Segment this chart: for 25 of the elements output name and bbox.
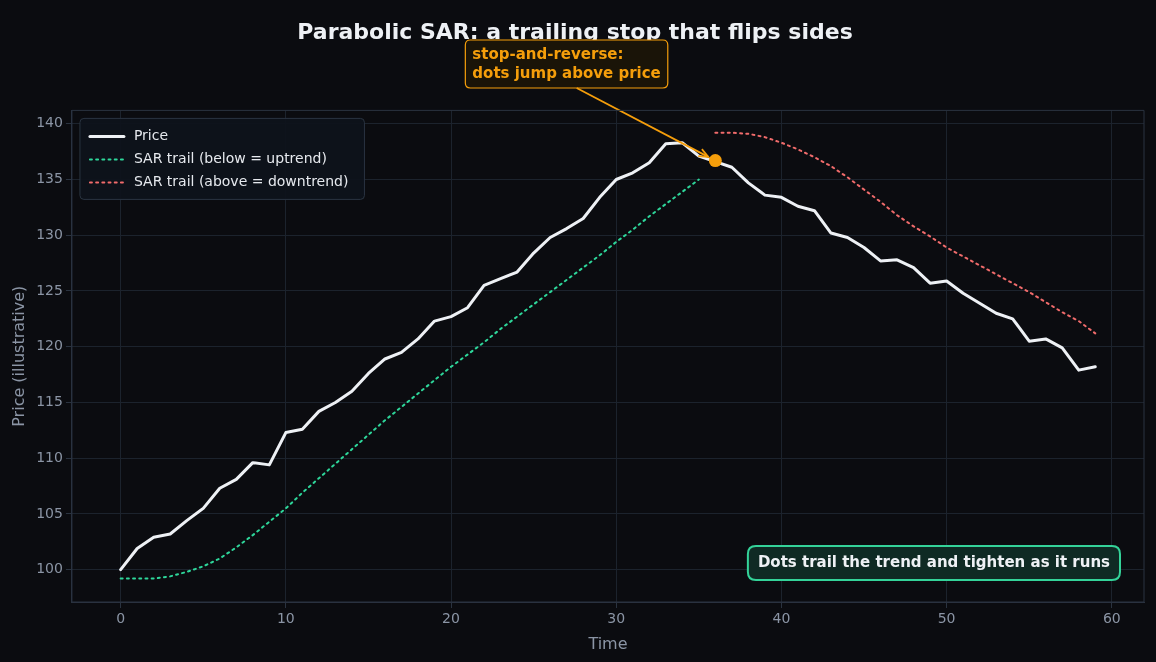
line-series (714, 131, 1097, 335)
x-tick-label: 10 (276, 610, 295, 627)
y-tick-label: 100 (36, 560, 63, 577)
y-tick-label: 105 (36, 504, 63, 521)
annotation: stop-and-reverse: dots jump above price (472, 44, 661, 82)
legend-label: Price (133, 127, 169, 144)
x-tick-label: 50 (937, 610, 956, 627)
y-tick-label: 120 (36, 337, 63, 354)
x-axis-title: Time (587, 633, 628, 653)
legend-label: SAR trail (above = downtrend) (133, 173, 349, 190)
annotation: Dots trail the trend and tighten as it runs (757, 552, 1111, 571)
x-tick-label: 60 (1102, 610, 1121, 627)
y-axis-title: Price (illustrative) (8, 285, 28, 427)
x-tick-label: 40 (772, 610, 791, 627)
x-tick-label: 30 (607, 610, 626, 627)
chart-title: Parabolic SAR: a trailing stop that flips sides (297, 18, 853, 44)
y-tick-label: 115 (36, 393, 63, 410)
x-tick-label: 0 (116, 610, 126, 627)
x-tick-label: 20 (442, 610, 460, 627)
y-tick-label: 140 (36, 114, 63, 131)
legend-label: SAR trail (below = uptrend) (133, 150, 327, 167)
y-tick-label: 110 (36, 448, 63, 465)
y-tick-label: 130 (36, 225, 63, 242)
y-tick-label: 135 (36, 170, 63, 187)
y-tick-label: 125 (36, 281, 63, 298)
